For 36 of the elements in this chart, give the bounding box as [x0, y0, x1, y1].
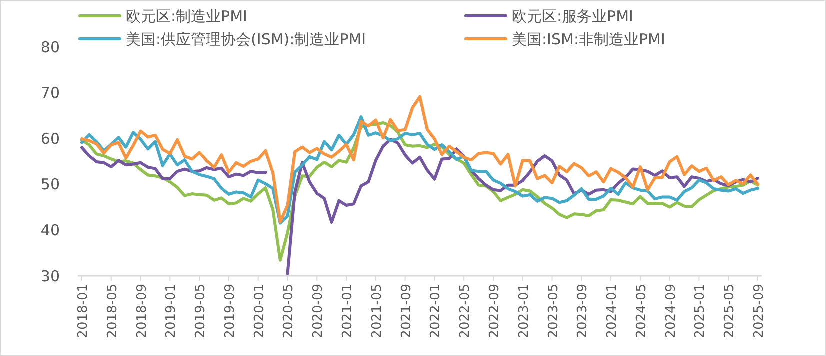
x-tick-label: 2024-01 [605, 284, 620, 338]
legend-label: 美国:供应管理协会(ISM):制造业PMI [126, 30, 366, 48]
x-tick-label: 2018-01 [76, 284, 91, 338]
x-tick-label: 2025-09 [752, 284, 767, 338]
line-series [80, 95, 760, 224]
x-tick-label: 2018-05 [105, 284, 120, 338]
y-tick-label: 70 [40, 84, 60, 102]
y-tick-label: 30 [40, 267, 60, 286]
legend-label: 欧元区:服务业PMI [512, 7, 634, 26]
x-tick-label: 2023-01 [516, 284, 532, 338]
x-tick-label: 2019-09 [222, 284, 238, 338]
x-tick-label: 2024-05 [634, 284, 650, 338]
x-tick-label: 2023-09 [576, 284, 591, 338]
x-tick-label: 2025-05 [722, 284, 738, 338]
x-tick-label: 2019-01 [164, 284, 180, 338]
x-tick-label: 2020-05 [282, 284, 297, 338]
x-tick-label: 2022-05 [458, 284, 474, 338]
x-tick-label: 2024-09 [664, 284, 679, 338]
x-tick-label: 2022-01 [428, 284, 444, 338]
x-tick-label: 2021-09 [399, 284, 414, 338]
x-tick-label: 2021-01 [340, 284, 356, 338]
y-tick-label: 50 [40, 176, 60, 194]
x-tick-label: 2018-09 [134, 284, 150, 338]
x-tick-label: 2025-01 [693, 284, 708, 338]
x-tick-label: 2023-05 [546, 284, 562, 338]
y-tick-label: 40 [40, 221, 60, 240]
x-tick-label: 2022-09 [487, 284, 502, 338]
x-tick-label: 2019-05 [194, 284, 209, 338]
x-tick-label: 2020-09 [311, 284, 326, 338]
legend-label: 美国:ISM:非制造业PMI [512, 30, 666, 48]
x-tick-label: 2021-05 [370, 284, 385, 338]
line-series [80, 116, 760, 225]
y-tick-label: 80 [40, 38, 60, 56]
x-tick-label: 2020-01 [252, 284, 268, 338]
y-tick-label: 60 [40, 130, 60, 148]
legend-label: 欧元区:制造业PMI [126, 7, 248, 26]
